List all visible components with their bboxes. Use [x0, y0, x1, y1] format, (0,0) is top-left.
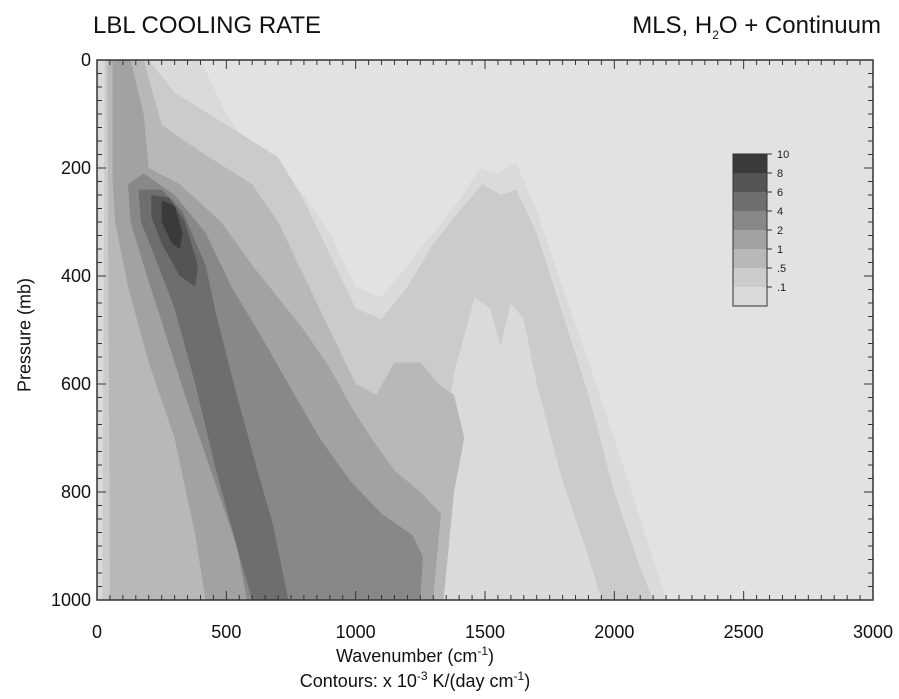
- colorbar-frame: [732, 153, 768, 307]
- x-tick-label: 1500: [465, 622, 505, 642]
- subtitle-pre: MLS, H: [632, 12, 713, 39]
- caption-end: ): [524, 671, 531, 691]
- y-tick-label: 800: [61, 482, 91, 502]
- y-tick-label: 0: [81, 50, 91, 70]
- colorbar-swatch: [733, 287, 767, 306]
- y-axis-label: Pressure (mb): [15, 278, 35, 392]
- subtitle-sub: 2: [712, 27, 719, 42]
- x-tick-label: 2500: [724, 622, 764, 642]
- x-tick-label: 1000: [336, 622, 376, 642]
- colorbar-swatch: [733, 268, 767, 287]
- caption-sup2: -1: [513, 669, 525, 683]
- y-tick-label: 600: [61, 374, 91, 394]
- contour-caption: Contours: x 10-3 K/(day cm-1): [35, 669, 795, 692]
- caption-mid: K/(day cm: [427, 671, 514, 691]
- colorbar-swatch: [733, 230, 767, 249]
- colorbar-swatch: [733, 173, 767, 192]
- chart-subtitle: MLS, H2O + Continuum: [632, 12, 881, 42]
- colorbar-swatch: [733, 154, 767, 173]
- colorbar-swatch: [733, 249, 767, 268]
- colorbar-label: .5: [777, 263, 786, 275]
- colorbar-label: 10: [777, 149, 789, 161]
- colorbar-label: 4: [777, 206, 783, 218]
- colorbar-swatch: [733, 192, 767, 211]
- contour-region-2: [112, 60, 441, 600]
- y-tick-label: 200: [61, 158, 91, 178]
- y-axis-label-text: Pressure (mb): [14, 277, 35, 393]
- colorbar-label: 6: [777, 187, 783, 199]
- x-tick-label: 500: [211, 622, 241, 642]
- colorbar-label: 8: [777, 168, 783, 180]
- chart-title: LBL COOLING RATE: [93, 12, 322, 39]
- contour-region-10: [161, 200, 183, 249]
- colorbar-label: 1: [777, 244, 783, 256]
- x-axis-label-text: Wavenumber (cm: [335, 646, 478, 666]
- x-tick-label: 3000: [853, 622, 893, 642]
- caption-pre: Contours: x 10: [299, 671, 417, 691]
- y-tick-label: 400: [61, 266, 91, 286]
- x-axis-label-end: ): [488, 646, 495, 666]
- y-tick-label: 1000: [51, 590, 91, 610]
- x-tick-label: 2000: [594, 622, 634, 642]
- x-axis-label-sup: -1: [477, 644, 489, 658]
- colorbar-label: .1: [777, 282, 786, 294]
- contour-region-6: [138, 189, 289, 600]
- x-axis-label: Wavenumber (cm-1): [35, 644, 795, 667]
- colorbar-label: 2: [777, 225, 783, 237]
- colorbar-swatch: [733, 211, 767, 230]
- subtitle-post: O + Continuum: [718, 12, 881, 39]
- caption-sup: -3: [416, 669, 428, 683]
- x-tick-label: 0: [92, 622, 102, 642]
